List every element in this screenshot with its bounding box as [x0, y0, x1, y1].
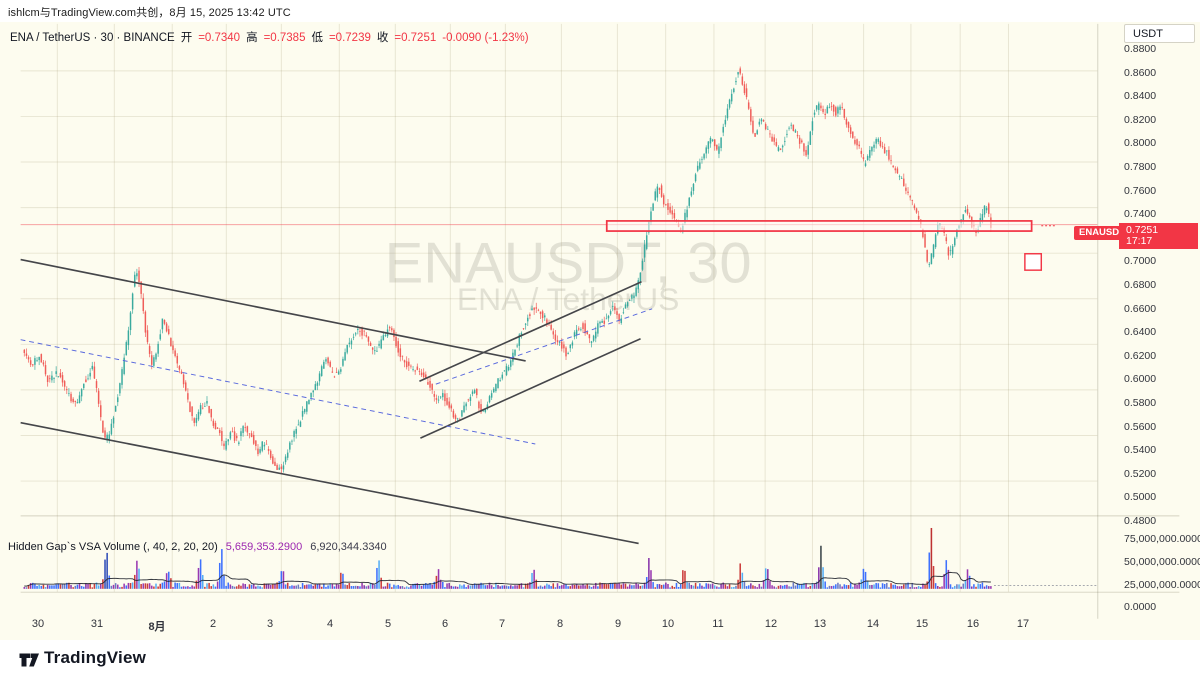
price-tick-label: 0.7800 — [1124, 161, 1157, 173]
price-tick-label: 0.5600 — [1124, 420, 1157, 433]
price-tick-label: 0.6000 — [1124, 373, 1157, 386]
price-tick-label: 0.8200 — [1124, 113, 1157, 126]
indicator-legend-part: Hidden Gap`s VSA Volume (, 40, 2, 20, 20… — [8, 541, 218, 553]
time-tick-label: 16 — [966, 618, 980, 630]
time-tick-label: 17 — [1016, 618, 1030, 630]
symbol-price-flag: ENAUSDT — [1074, 226, 1130, 240]
volume-tick-label: 75,000,000.0000 — [1124, 533, 1200, 545]
time-tick-label: 2 — [209, 618, 217, 630]
price-tick-label: 0.5400 — [1124, 444, 1157, 457]
volume-tick-label: 25,000,000.0000 — [1124, 578, 1200, 591]
indicator-legend[interactable]: Hidden Gap`s VSA Volume (, 40, 2, 20, 20… — [8, 541, 395, 553]
last-price-value: 0.7251 — [1126, 224, 1159, 236]
volume-tick-label: 0.0000 — [1124, 601, 1157, 613]
time-tick-label: 8月 — [148, 621, 166, 633]
time-tick-label: 5 — [384, 618, 392, 630]
price-tick-label: 0.4800 — [1124, 515, 1157, 527]
watermark-name: ENA / TetherUS — [457, 281, 680, 317]
time-tick-label: 8 — [556, 618, 564, 630]
symbol-info-part: 开 — [180, 32, 193, 44]
price-tick-label: 0.8800 — [1124, 43, 1157, 55]
symbol-info-part: 收 — [376, 32, 389, 44]
time-tick-label: 6 — [441, 618, 449, 630]
time-tick-label: 4 — [326, 618, 334, 630]
attribution-bar: ishlcm与TradingView.com共创，8月 15, 2025 13:… — [0, 0, 1200, 22]
time-tick-label: 10 — [661, 618, 675, 630]
time-tick-label: 31 — [90, 618, 104, 630]
trend-lines[interactable] — [20, 258, 653, 545]
price-tick-label: 0.8000 — [1124, 137, 1157, 150]
price-tick-label: 0.5800 — [1124, 397, 1157, 409]
price-tick-label: 0.5000 — [1124, 491, 1157, 504]
symbol-info-part: 低 — [311, 32, 323, 44]
price-tick-label: 0.8400 — [1124, 90, 1157, 103]
symbol-info-part: =0.7239 — [328, 32, 371, 44]
price-tick-label: 0.6400 — [1124, 326, 1157, 339]
price-tick-label: 0.5200 — [1124, 467, 1157, 480]
symbol-info-part: 高 — [246, 32, 258, 44]
indicator-legend-part: 5,659,353.2900 — [225, 541, 303, 553]
time-tick-label: 9 — [614, 618, 622, 630]
symbol-info-part: =0.7340 — [198, 32, 241, 44]
time-tick-label: 7 — [498, 618, 506, 630]
watermark-symbol: ENAUSDT, 30 — [385, 232, 752, 296]
symbol-info-part: -0.0090 (-1.23%) — [442, 32, 529, 44]
time-tick-label: 13 — [813, 618, 827, 630]
indicator-legend-part: 6,920,344.3340 — [310, 541, 387, 553]
last-price-countdown: 17:17 — [1126, 235, 1153, 247]
symbol-info-bar[interactable]: ENA / TetherUS · 30 · BINANCE 开 =0.7340 高 =0… — [10, 29, 535, 45]
volume-bars — [23, 527, 992, 589]
price-tick-label: 0.6800 — [1124, 279, 1157, 291]
time-tick-label: 15 — [915, 618, 929, 630]
tradingview-logo-icon[interactable] — [18, 648, 41, 671]
symbol-info-part: =0.7385 — [263, 32, 306, 44]
time-tick-label: 11 — [712, 618, 724, 630]
time-tick-label: 30 — [31, 618, 45, 630]
time-tick-label: 14 — [866, 618, 880, 630]
price-tick-label: 0.6600 — [1124, 302, 1157, 315]
footer: TradingView — [0, 640, 1200, 677]
chart-canvas[interactable]: ENAUSDT, 30 ENA / TetherUS — [0, 22, 1200, 640]
symbol-info-part: ENA / TetherUS · 30 · BINANCE — [10, 32, 175, 44]
price-tick-label: 0.7600 — [1124, 184, 1157, 197]
volume-tick-label: 50,000,000.0000 — [1124, 555, 1200, 568]
tradingview-brand-text[interactable]: TradingView — [44, 648, 147, 667]
grid-lines — [20, 23, 1180, 619]
price-tick-label: 0.6200 — [1124, 349, 1157, 362]
price-range-box[interactable] — [605, 220, 1056, 271]
price-tick-label: 0.8600 — [1124, 66, 1157, 79]
chart-stage: ENAUSDT, 30 ENA / TetherUS ENA / TetherU… — [0, 22, 1200, 640]
price-tick-label: 0.7400 — [1124, 208, 1157, 221]
last-price-badge: 0.7251 17:17 — [1119, 223, 1198, 249]
time-tick-label: 3 — [266, 618, 274, 630]
currency-toggle-button[interactable]: USDT — [1124, 24, 1195, 43]
price-tick-label: 0.7000 — [1124, 255, 1157, 268]
volume-ma-line — [24, 571, 1097, 587]
time-tick-label: 12 — [764, 618, 778, 630]
attribution-text: ishlcm与TradingView.com共创，8月 15, 2025 13:… — [8, 7, 291, 19]
symbol-info-part: =0.7251 — [394, 32, 437, 44]
